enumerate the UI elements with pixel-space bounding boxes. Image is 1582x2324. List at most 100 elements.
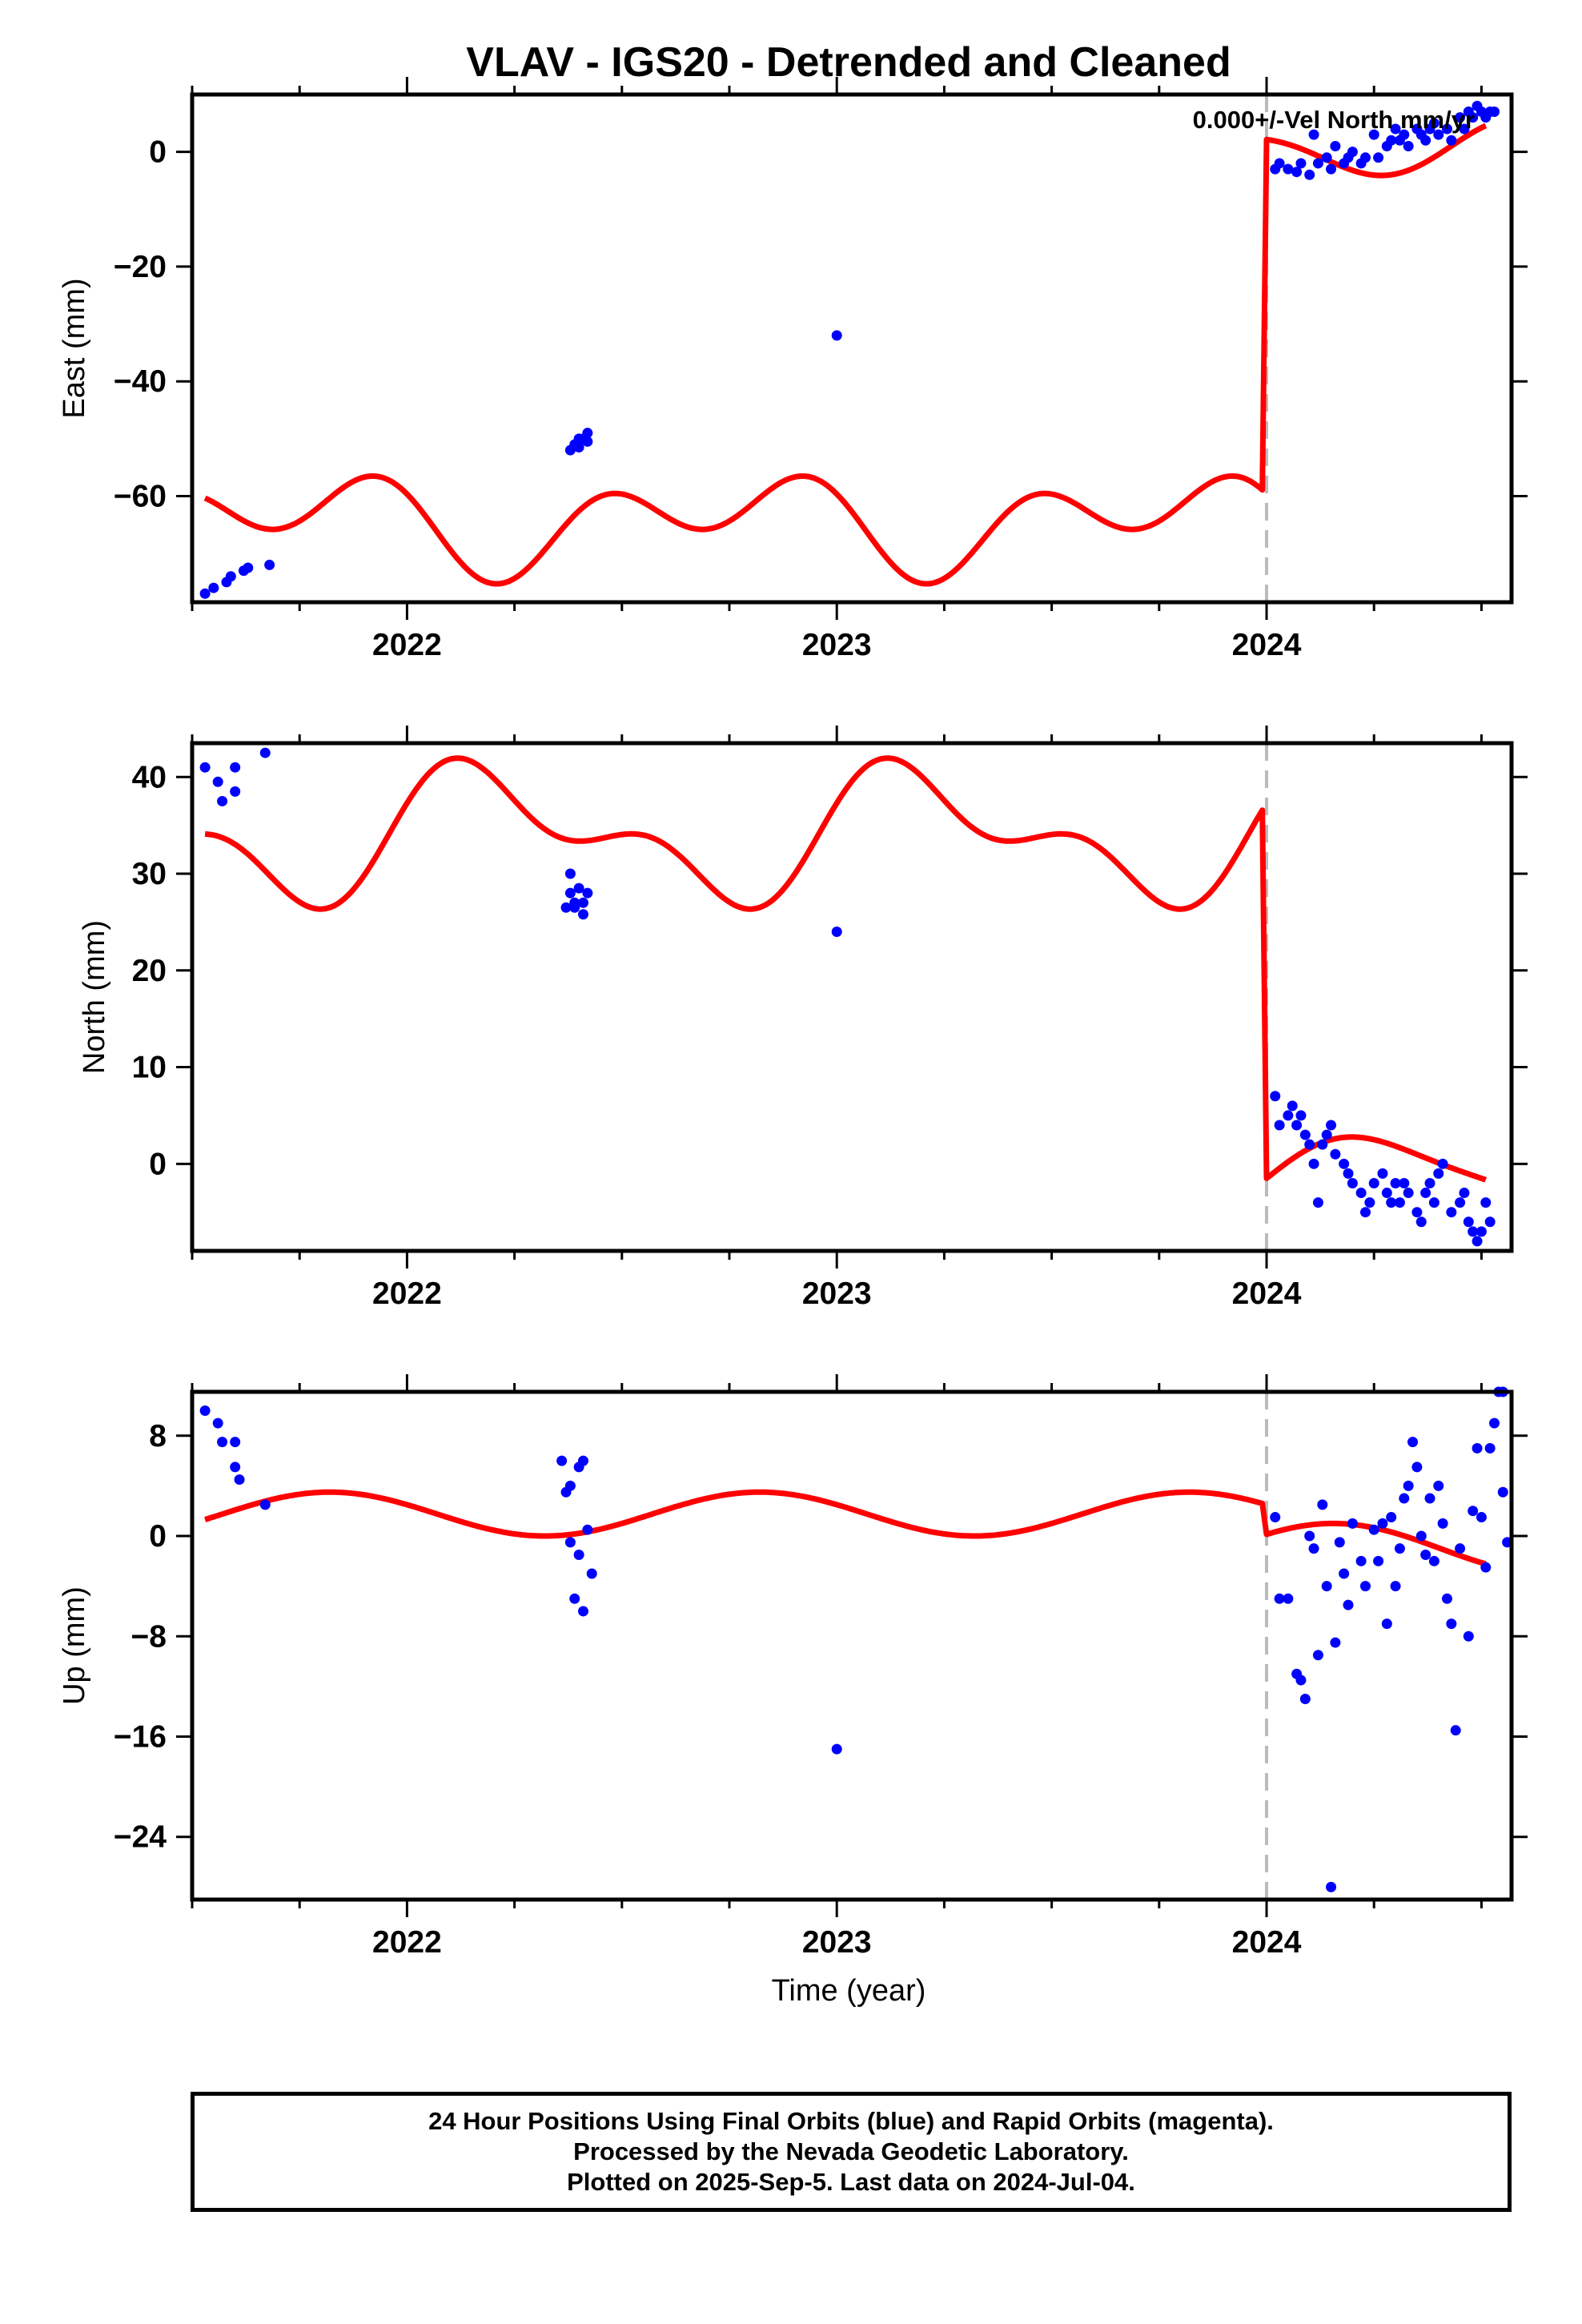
data-point xyxy=(1437,1158,1448,1169)
y-tick-label: −20 xyxy=(114,250,167,284)
footer-line-1: 24 Hour Positions Using Final Orbits (bl… xyxy=(428,2107,1274,2135)
data-point xyxy=(1299,1694,1311,1705)
data-point xyxy=(1317,1499,1328,1510)
data-point xyxy=(264,559,275,570)
data-point xyxy=(1347,1177,1358,1188)
data-point xyxy=(556,1455,568,1466)
data-point xyxy=(1377,1168,1388,1179)
data-point xyxy=(1468,1226,1479,1237)
data-point xyxy=(225,571,236,582)
y-tick-label: −16 xyxy=(114,1719,167,1754)
data-point xyxy=(217,795,228,806)
data-point xyxy=(243,562,254,573)
data-point xyxy=(1411,1462,1423,1473)
x-tick-label: 2022 xyxy=(372,628,442,662)
data-point xyxy=(1321,1129,1332,1140)
data-point xyxy=(259,1499,271,1510)
data-point xyxy=(1455,112,1466,123)
data-point xyxy=(1390,123,1401,135)
data-point xyxy=(199,588,211,599)
data-point xyxy=(1433,1480,1444,1491)
data-point xyxy=(1295,1675,1307,1686)
data-point xyxy=(1373,152,1384,163)
data-point xyxy=(1403,1480,1414,1491)
data-point xyxy=(1347,147,1358,158)
data-point xyxy=(569,1593,580,1604)
model-curve xyxy=(204,1489,1488,1567)
y-tick-label: 20 xyxy=(132,954,167,988)
footer-line-2: Processed by the Nevada Geodetic Laborat… xyxy=(573,2137,1129,2165)
data-point xyxy=(1415,1530,1427,1542)
data-point xyxy=(1407,1437,1419,1448)
data-point xyxy=(1312,1197,1323,1208)
data-point xyxy=(1304,1139,1315,1150)
data-point xyxy=(1283,163,1294,175)
data-point xyxy=(1274,158,1285,169)
data-point xyxy=(573,1550,584,1561)
data-point xyxy=(1484,1216,1496,1228)
data-point xyxy=(1326,1881,1337,1892)
data-point xyxy=(1394,1543,1405,1554)
data-point xyxy=(1308,1543,1319,1554)
data-point xyxy=(1304,169,1315,180)
north-panel: 2022 2023 2024 40 30 20 10 0 North (mm) xyxy=(78,726,1528,1311)
up-panel: 2022 2023 2024 8 0 −8 −16 −24 Up (mm) xyxy=(58,1374,1528,1960)
y-tick-label: 0 xyxy=(149,135,167,170)
footer-line-3: Plotted on 2025-Sep-5. Last data on 2024… xyxy=(567,2168,1135,2196)
data-point xyxy=(1312,158,1323,169)
data-point xyxy=(560,902,572,913)
plot-frame xyxy=(190,92,1514,605)
data-point xyxy=(1274,1120,1285,1131)
y-tick-label: 0 xyxy=(149,1519,167,1554)
data-point xyxy=(1468,1506,1479,1517)
y-tick-label: −24 xyxy=(114,1820,167,1855)
data-point xyxy=(1415,1216,1427,1228)
data-point xyxy=(1355,1555,1367,1566)
data-point xyxy=(1424,1177,1435,1188)
x-tick-label: 2023 xyxy=(802,1925,872,1960)
data-point xyxy=(582,887,593,899)
data-point xyxy=(1459,1188,1470,1199)
data-point xyxy=(582,1524,593,1535)
data-point xyxy=(212,776,223,787)
x-axis-title: Time (year) xyxy=(772,1974,926,2008)
data-point xyxy=(1321,1581,1332,1592)
data-point xyxy=(1399,1177,1410,1188)
data-point xyxy=(1304,1530,1315,1542)
data-point xyxy=(1394,1197,1405,1208)
data-point xyxy=(564,1537,576,1548)
x-tick-label: 2024 xyxy=(1232,1925,1302,1960)
data-point xyxy=(1270,1091,1281,1102)
x-tick-label: 2022 xyxy=(372,1925,442,1960)
data-point xyxy=(1463,1216,1474,1228)
data-point xyxy=(573,442,584,453)
data-point xyxy=(1283,1110,1294,1121)
data-point xyxy=(1339,1158,1350,1169)
y-tick-label: 40 xyxy=(132,760,167,794)
data-point xyxy=(1390,1177,1401,1188)
y-tick-label: 8 xyxy=(149,1419,167,1454)
data-point xyxy=(1312,1650,1323,1661)
data-point xyxy=(1441,123,1452,135)
data-point xyxy=(1386,1197,1397,1208)
data-point xyxy=(1468,112,1479,123)
data-point xyxy=(1428,118,1439,129)
data-point xyxy=(217,1437,228,1448)
east-panel: 2022 2023 2024 0 −20 −40 −60 East (mm) 0.000+/-V… xyxy=(58,77,1528,662)
data-point xyxy=(1295,158,1307,169)
data-point xyxy=(230,1437,241,1448)
x-tick-label: 2023 xyxy=(802,628,872,662)
data-point xyxy=(230,762,241,773)
data-point xyxy=(577,909,588,920)
footer-box: 24 Hour Positions Using Final Orbits (bl… xyxy=(191,2092,1512,2212)
data-point xyxy=(1368,1177,1379,1188)
data-point xyxy=(1308,129,1319,140)
data-point xyxy=(1441,1593,1452,1604)
data-point xyxy=(1343,1599,1354,1610)
data-point xyxy=(1420,135,1431,146)
plot-frame xyxy=(190,741,1514,1253)
data-point xyxy=(1283,1593,1294,1604)
chart-title: VLAV - IGS20 - Detrended and Cleaned xyxy=(466,39,1231,86)
data-point xyxy=(831,1743,842,1755)
